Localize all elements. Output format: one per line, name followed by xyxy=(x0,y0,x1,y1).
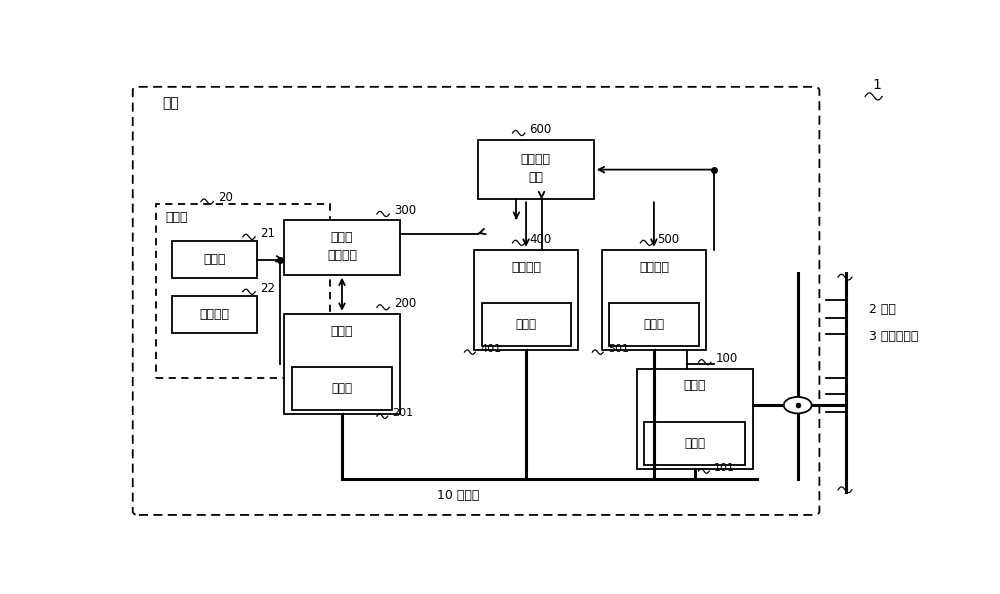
Text: 发电设备: 发电设备 xyxy=(639,261,669,274)
Text: 传感器: 传感器 xyxy=(332,382,352,395)
Bar xyxy=(609,304,698,346)
Bar xyxy=(284,220,400,275)
Text: 制冷机: 制冷机 xyxy=(331,231,353,244)
Text: 控制装置: 控制装置 xyxy=(327,249,357,262)
Text: 22: 22 xyxy=(260,282,275,295)
Text: 10 电力线: 10 电力线 xyxy=(437,489,479,503)
Text: 电力管理: 电力管理 xyxy=(521,153,551,166)
FancyBboxPatch shape xyxy=(133,87,819,515)
Text: 201: 201 xyxy=(392,408,414,418)
Text: 设施: 设施 xyxy=(162,96,179,110)
Text: 501: 501 xyxy=(608,344,629,354)
Text: 储热材料: 储热材料 xyxy=(199,308,229,321)
Text: 传感器: 传感器 xyxy=(516,318,537,331)
Bar xyxy=(644,422,745,465)
Text: 制冷机: 制冷机 xyxy=(331,324,353,337)
Text: 101: 101 xyxy=(714,463,735,473)
Text: 电力负载: 电力负载 xyxy=(511,261,541,274)
Text: 3 电力接收点: 3 电力接收点 xyxy=(869,330,918,343)
Bar xyxy=(474,249,578,350)
Text: 1: 1 xyxy=(872,78,881,92)
Bar xyxy=(292,368,392,410)
Text: 200: 200 xyxy=(394,297,416,310)
Text: 100: 100 xyxy=(716,352,738,365)
FancyBboxPatch shape xyxy=(156,204,330,378)
Text: 冷冻库: 冷冻库 xyxy=(165,211,188,225)
Text: 20: 20 xyxy=(218,191,233,204)
Text: 21: 21 xyxy=(260,227,275,240)
Text: 2 电网: 2 电网 xyxy=(869,302,896,315)
Bar xyxy=(172,241,257,278)
Text: 401: 401 xyxy=(480,344,501,354)
Text: 传感器: 传感器 xyxy=(643,318,664,331)
Text: 500: 500 xyxy=(657,233,680,246)
Text: 配电板: 配电板 xyxy=(683,380,706,393)
Text: 传感器: 传感器 xyxy=(684,437,705,450)
Circle shape xyxy=(784,397,812,413)
Bar xyxy=(478,140,594,200)
Bar xyxy=(602,249,706,350)
Bar xyxy=(637,368,753,469)
Text: 传感器: 传感器 xyxy=(203,253,225,266)
Text: 装置: 装置 xyxy=(528,171,543,184)
Bar xyxy=(172,296,257,333)
Text: 600: 600 xyxy=(530,123,552,136)
Text: 300: 300 xyxy=(394,204,416,217)
Bar xyxy=(284,314,400,415)
Bar xyxy=(482,304,571,346)
Text: 400: 400 xyxy=(530,233,552,246)
